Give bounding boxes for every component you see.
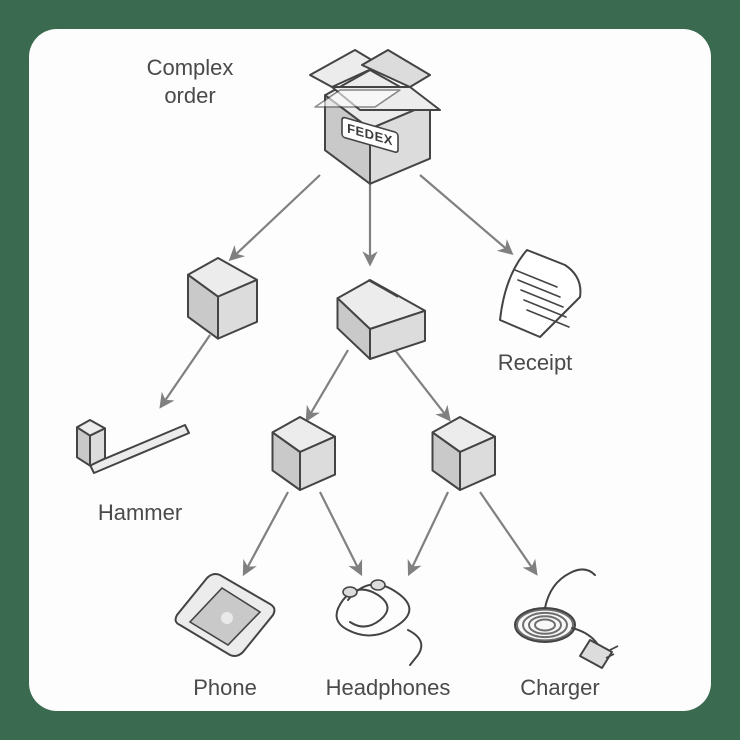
iso-box xyxy=(77,420,105,466)
headphones-label: Headphones xyxy=(326,675,451,700)
charger-label: Charger xyxy=(520,675,599,700)
receipt-label: Receipt xyxy=(498,350,573,375)
root-label: Complex xyxy=(147,55,234,80)
diagram-canvas: FEDEXComplexorderReceiptHammerPhoneHeadp… xyxy=(0,0,740,740)
phone-label: Phone xyxy=(193,675,257,700)
root-label: order xyxy=(164,83,215,108)
hammer-label: Hammer xyxy=(98,500,182,525)
